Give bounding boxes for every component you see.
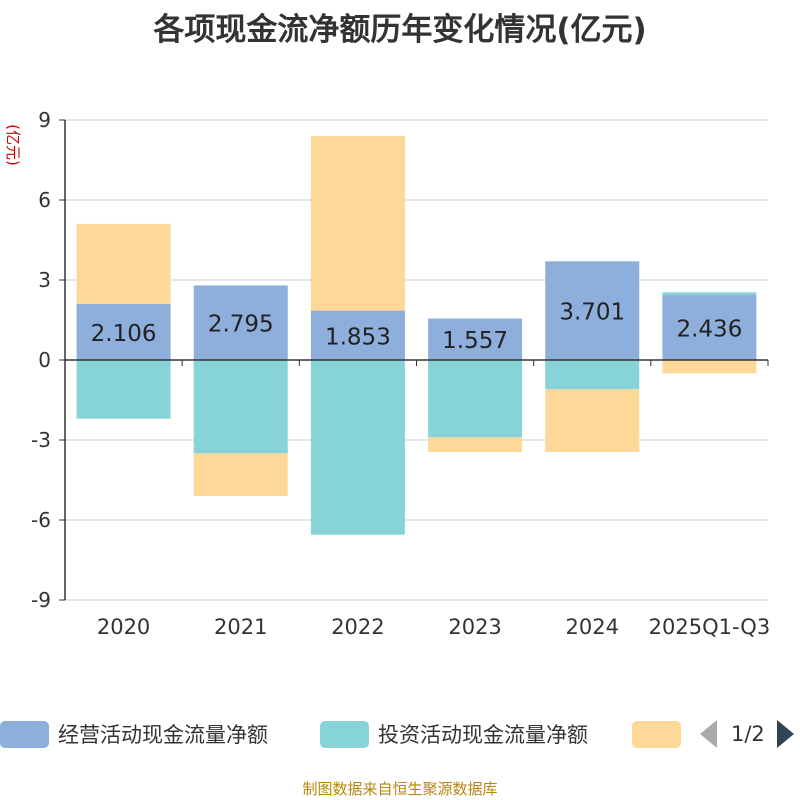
bar-operating — [428, 318, 523, 360]
y-axis-label: (亿元) — [4, 124, 22, 166]
x-tick-label: 2024 — [566, 615, 619, 639]
legend-label-operating: 经营活动现金流量净额 — [58, 723, 268, 747]
y-tick-label: 9 — [38, 108, 51, 132]
bar-investing — [428, 360, 523, 438]
legend-label-investing: 投资活动现金流量净额 — [378, 723, 588, 747]
bar-operating — [310, 310, 405, 360]
bar-operating — [545, 261, 640, 360]
data-label: 1.557 — [442, 328, 508, 354]
pager-prev-icon[interactable] — [700, 720, 717, 748]
y-tick-label: -3 — [31, 428, 51, 452]
x-tick-label: 2023 — [448, 615, 501, 639]
y-tick-label: -9 — [31, 588, 51, 612]
bar-investing — [193, 360, 288, 454]
y-tick-label: 3 — [38, 268, 51, 292]
data-label: 2.795 — [208, 312, 274, 338]
legend: 经营活动现金流量净额 投资活动现金流量净额 1/2 — [0, 716, 800, 756]
y-tick-label: -6 — [31, 508, 51, 532]
bar-investing — [545, 360, 640, 390]
legend-swatch-investing — [320, 720, 369, 748]
bar-financing — [662, 360, 757, 374]
chart-title: 各项现金流净额历年变化情况(亿元) — [153, 12, 647, 48]
bar-financing — [310, 135, 405, 311]
x-tick-label: 2025Q1-Q3 — [649, 615, 771, 639]
y-tick-label: 0 — [38, 348, 51, 372]
x-tick-label: 2020 — [97, 615, 150, 639]
bar-investing — [76, 360, 171, 419]
bar-investing — [662, 292, 757, 296]
bar-financing — [193, 453, 288, 496]
bar-financing — [545, 389, 640, 452]
x-tick-label: 2022 — [331, 615, 384, 639]
source-note: 制图数据来自恒生聚源数据库 — [302, 780, 498, 798]
data-label: 1.853 — [325, 324, 391, 350]
bar-financing — [76, 223, 171, 304]
legend-item-investing[interactable]: 投资活动现金流量净额 — [320, 716, 588, 752]
legend-item-operating[interactable]: 经营活动现金流量净额 — [0, 716, 268, 752]
legend-swatch-financing — [632, 720, 681, 748]
legend-pager: 1/2 — [700, 716, 794, 752]
legend-swatch-operating — [0, 720, 49, 748]
bar-operating — [193, 285, 288, 360]
y-tick-label: 6 — [38, 188, 51, 212]
data-label: 2.436 — [676, 317, 742, 343]
pager-next-icon[interactable] — [776, 720, 794, 748]
bar-operating — [662, 295, 757, 360]
bar-financing — [428, 437, 523, 452]
x-tick-label: 2021 — [214, 615, 267, 639]
data-label: 3.701 — [559, 300, 625, 326]
pager-page-indicator: 1/2 — [731, 722, 765, 746]
data-label: 2.106 — [91, 321, 157, 347]
bar-investing — [310, 360, 405, 535]
bar-operating — [76, 303, 171, 360]
legend-item-financing[interactable] — [632, 716, 690, 752]
